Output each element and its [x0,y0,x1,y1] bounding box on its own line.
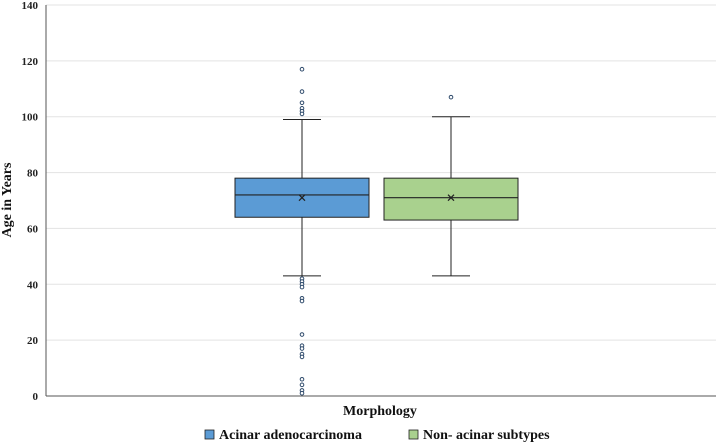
outlier-point [299,89,305,94]
y-tick-label: 120 [22,56,39,68]
x-axis-title: Morphology [343,404,417,419]
legend-item-1: Acinar adenocarcinoma [204,428,362,443]
y-tick-label: 40 [27,279,39,291]
outlier-point [299,376,305,382]
y-axis-title: Age in Years [0,162,15,237]
y-tick-labels: 0 20 40 60 80 100 120 140 [22,0,39,403]
outlier-point [299,390,305,396]
legend-label: Non- acinar subtypes [423,428,550,443]
y-tick-label: 0 [33,391,39,403]
y-tick-label: 140 [22,0,39,12]
outlier-point [299,332,305,337]
legend-label: Acinar adenocarcinoma [219,428,362,443]
legend-item-2: Non- acinar subtypes [408,428,550,443]
outlier-point [448,94,454,100]
outlier-point [299,354,305,360]
mean-marker [447,194,455,202]
box-1 [234,66,370,396]
iqr-box [383,177,519,221]
box-2 [383,94,519,277]
y-tick-label: 60 [27,223,39,235]
boxes [234,66,519,396]
legend: Acinar adenocarcinoma Non- acinar subtype… [204,428,550,443]
outlier-point [299,298,305,304]
outlier-point [299,66,305,72]
y-tick-label: 80 [27,168,39,180]
outlier-point [299,111,305,117]
outlier-point [299,346,305,351]
outlier-point [299,100,305,106]
legend-swatch [204,429,215,440]
y-tick-label: 20 [27,335,39,347]
y-tick-label: 100 [22,112,39,124]
outlier-point [299,382,305,388]
outlier-point [299,284,305,290]
mean-marker [298,194,306,202]
legend-swatch [408,429,419,440]
gridlines [46,4,716,341]
